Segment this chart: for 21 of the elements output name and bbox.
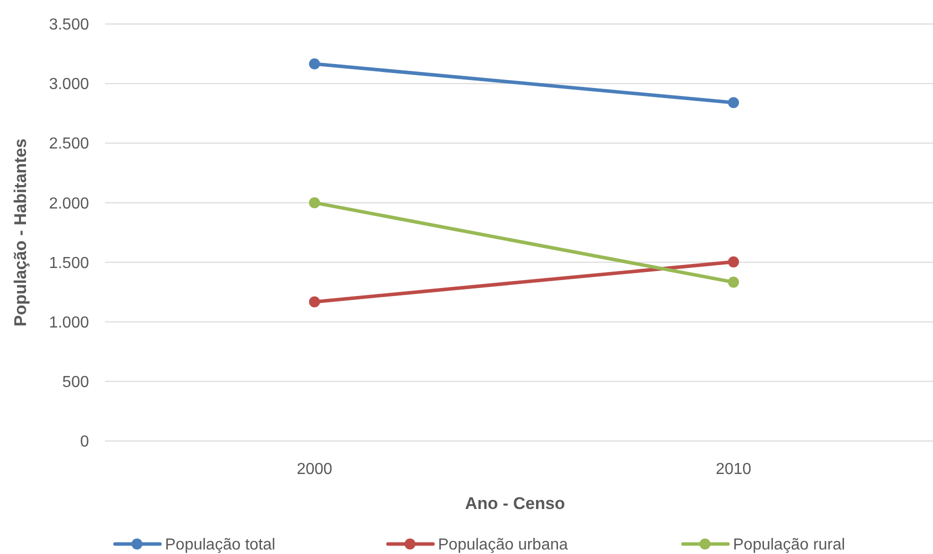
legend-label: População total [165,536,276,554]
x-tick-label: 2010 [716,461,752,478]
point [728,276,739,288]
point [728,256,739,268]
legend-label: População urbana [438,536,568,554]
y-tick-label: 1.500 [48,254,90,272]
y-tick-label: 3.500 [48,16,90,34]
point [309,58,320,70]
point [728,97,739,108]
y-tick-label: 1.000 [48,314,90,332]
x-tick-label: 2000 [296,461,332,478]
x-axis-title: Ano - Censo [464,494,566,513]
y-tick-label: 2.500 [48,136,90,153]
y-axis-title: População - Habitantes [11,138,30,326]
point [309,296,320,308]
y-tick-label: 500 [62,374,90,392]
y-tick-label: 3.000 [48,76,90,94]
y-tick-label: 2.000 [48,195,90,212]
point [309,197,320,208]
y-tick-label: 0 [80,434,90,451]
legend-label: População rural [733,536,846,554]
